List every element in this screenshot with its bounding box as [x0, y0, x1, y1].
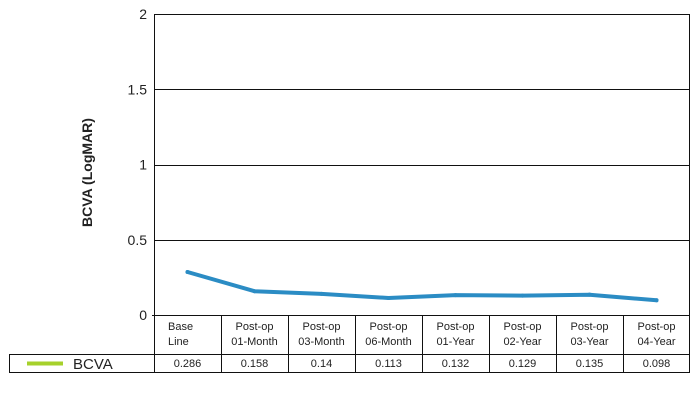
bcva-series-line — [185, 270, 659, 303]
bcva-data-point — [185, 269, 190, 274]
data-table-value: 0.135 — [576, 358, 604, 370]
x-category-label: 02-Year — [503, 336, 541, 348]
x-category-label: Post-op — [303, 321, 341, 333]
y-tick-label: 0 — [139, 307, 147, 323]
data-table-value: 0.158 — [241, 358, 269, 370]
data-table-value: 0.132 — [442, 358, 470, 370]
y-tick-label: 1.5 — [128, 81, 148, 97]
x-category-label: Post-op — [236, 321, 274, 333]
x-category-label: 01-Month — [231, 336, 277, 348]
bcva-data-point — [453, 293, 458, 298]
x-category-label: 04-Year — [637, 336, 675, 348]
x-category-label: Post-op — [370, 321, 408, 333]
bcva-data-point — [386, 295, 391, 300]
x-category-label: Post-op — [571, 321, 609, 333]
y-tick-label: 2 — [139, 6, 147, 22]
bcva-data-point — [252, 289, 257, 294]
x-category-label: Post-op — [638, 321, 676, 333]
legend-label: BCVA — [73, 356, 113, 373]
y-tick-label: 1 — [139, 157, 147, 173]
data-table-value: 0.286 — [174, 358, 202, 370]
x-category-label: Base — [168, 321, 193, 333]
bcva-data-point — [520, 293, 525, 298]
x-category-label: Post-op — [504, 321, 542, 333]
x-category-label: Line — [168, 336, 189, 348]
data-table-value: 0.14 — [311, 358, 332, 370]
bcva-data-point — [319, 291, 324, 296]
bcva-data-point — [587, 292, 592, 297]
data-table-value: 0.113 — [375, 358, 402, 370]
x-category-label: 03-Year — [570, 336, 608, 348]
data-table-value: 0.098 — [643, 358, 671, 370]
y-tick-label: 0.5 — [128, 232, 148, 248]
x-category-label: Post-op — [437, 321, 475, 333]
x-category-label: 06-Month — [365, 336, 411, 348]
bcva-data-point — [654, 298, 659, 303]
data-table-value: 0.129 — [509, 358, 537, 370]
x-category-label: 01-Year — [436, 336, 474, 348]
y-axis-title: BCVA (LogMAR) — [79, 118, 95, 227]
x-category-label: 03-Month — [298, 336, 344, 348]
